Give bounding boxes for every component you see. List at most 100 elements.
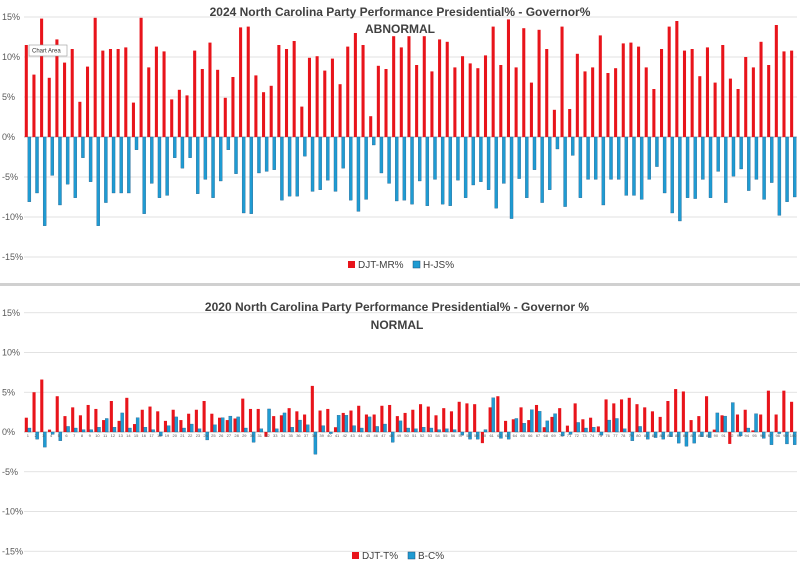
bar-djt-t-[interactable] bbox=[573, 403, 577, 432]
bar-djt-mr-[interactable] bbox=[24, 45, 28, 137]
bar-djt-mr-[interactable] bbox=[422, 36, 426, 138]
bar-djt-mr-[interactable] bbox=[193, 50, 197, 137]
bar-b-c-[interactable] bbox=[360, 427, 364, 433]
bar-h-js-[interactable] bbox=[479, 136, 483, 182]
bar-h-js-[interactable] bbox=[295, 136, 299, 197]
bar-djt-t-[interactable] bbox=[488, 407, 492, 432]
bar-djt-t-[interactable] bbox=[380, 405, 384, 432]
bar-b-c-[interactable] bbox=[174, 416, 178, 433]
bar-b-c-[interactable] bbox=[677, 431, 681, 444]
legend-2024[interactable]: DJT-MR% H-JS% bbox=[348, 260, 454, 271]
bar-djt-t-[interactable] bbox=[658, 416, 662, 432]
bar-h-js-[interactable] bbox=[525, 136, 529, 198]
bars-2024[interactable] bbox=[24, 17, 797, 226]
bar-b-c-[interactable] bbox=[514, 418, 519, 433]
bar-djt-t-[interactable] bbox=[225, 420, 229, 432]
bar-h-js-[interactable] bbox=[150, 136, 154, 184]
bar-djt-t-[interactable] bbox=[705, 396, 709, 432]
bar-b-c-[interactable] bbox=[707, 431, 712, 438]
bar-h-js-[interactable] bbox=[196, 136, 200, 194]
bar-b-c-[interactable] bbox=[414, 428, 418, 433]
bar-djt-mr-[interactable] bbox=[575, 53, 579, 137]
bar-djt-mr-[interactable] bbox=[330, 58, 334, 137]
bar-djt-t-[interactable] bbox=[156, 411, 160, 432]
bar-djt-mr-[interactable] bbox=[300, 106, 304, 137]
bar-h-js-[interactable] bbox=[594, 136, 598, 180]
bars-2020[interactable] bbox=[24, 379, 797, 455]
bar-djt-t-[interactable] bbox=[248, 408, 253, 432]
bar-djt-mr-[interactable] bbox=[216, 69, 220, 137]
bar-b-c-[interactable] bbox=[738, 431, 743, 437]
bar-djt-t-[interactable] bbox=[434, 415, 438, 432]
bar-b-c-[interactable] bbox=[259, 428, 264, 433]
bar-djt-t-[interactable] bbox=[218, 417, 222, 432]
bar-djt-mr-[interactable] bbox=[338, 84, 342, 137]
bar-djt-mr-[interactable] bbox=[790, 50, 794, 137]
bar-djt-t-[interactable] bbox=[728, 432, 732, 444]
bar-djt-mr-[interactable] bbox=[315, 56, 319, 138]
bar-b-c-[interactable] bbox=[452, 429, 457, 433]
bar-b-c-[interactable] bbox=[592, 427, 596, 433]
bar-djt-mr-[interactable] bbox=[231, 77, 235, 137]
bar-h-js-[interactable] bbox=[203, 136, 208, 180]
bar-djt-mr-[interactable] bbox=[614, 68, 618, 137]
bar-djt-mr-[interactable] bbox=[522, 28, 526, 138]
bar-h-js-[interactable] bbox=[624, 136, 629, 196]
bar-djt-t-[interactable] bbox=[318, 410, 322, 432]
bar-b-c-[interactable] bbox=[182, 427, 186, 433]
bar-djt-mr-[interactable] bbox=[208, 42, 212, 137]
bar-djt-t-[interactable] bbox=[163, 420, 168, 432]
bar-djt-mr-[interactable] bbox=[430, 71, 434, 137]
bar-b-c-[interactable] bbox=[638, 426, 642, 433]
bar-djt-t-[interactable] bbox=[612, 403, 616, 432]
bar-b-c-[interactable] bbox=[437, 429, 441, 433]
bar-b-c-[interactable] bbox=[607, 419, 611, 433]
bar-b-c-[interactable] bbox=[406, 427, 410, 433]
bar-b-c-[interactable] bbox=[43, 431, 47, 448]
bar-djt-t-[interactable] bbox=[426, 406, 430, 432]
bar-djt-t-[interactable] bbox=[565, 425, 569, 432]
bar-h-js-[interactable] bbox=[785, 136, 789, 202]
bar-h-js-[interactable] bbox=[532, 136, 537, 170]
bar-djt-t-[interactable] bbox=[272, 416, 276, 432]
bar-djt-mr-[interactable] bbox=[85, 66, 90, 137]
bar-b-c-[interactable] bbox=[792, 431, 797, 445]
bar-djt-t-[interactable] bbox=[465, 403, 469, 432]
legend-2020[interactable]: DJT-T% B-C% bbox=[352, 551, 444, 562]
bar-h-js-[interactable] bbox=[678, 136, 682, 222]
bar-h-js-[interactable] bbox=[119, 136, 123, 194]
bar-h-js-[interactable] bbox=[632, 136, 636, 196]
bar-b-c-[interactable] bbox=[344, 415, 349, 433]
bar-djt-mr-[interactable] bbox=[246, 26, 250, 138]
bar-h-js-[interactable] bbox=[701, 136, 705, 180]
bar-b-c-[interactable] bbox=[700, 431, 704, 437]
bar-h-js-[interactable] bbox=[188, 136, 192, 158]
bar-b-c-[interactable] bbox=[105, 418, 109, 433]
bar-djt-mr-[interactable] bbox=[392, 36, 396, 138]
bar-h-js-[interactable] bbox=[127, 136, 131, 194]
bar-b-c-[interactable] bbox=[630, 431, 635, 441]
bar-djt-mr-[interactable] bbox=[177, 89, 181, 137]
bar-b-c-[interactable] bbox=[305, 424, 310, 433]
bar-djt-mr-[interactable] bbox=[185, 95, 189, 137]
bar-b-c-[interactable] bbox=[205, 431, 209, 441]
bar-h-js-[interactable] bbox=[440, 136, 445, 205]
bar-b-c-[interactable] bbox=[97, 427, 101, 433]
bar-h-js-[interactable] bbox=[333, 136, 338, 192]
bar-djt-mr-[interactable] bbox=[93, 17, 97, 137]
bar-b-c-[interactable] bbox=[135, 417, 140, 433]
bar-b-c-[interactable] bbox=[483, 429, 488, 433]
bar-djt-t-[interactable] bbox=[519, 407, 523, 432]
bar-djt-mr-[interactable] bbox=[254, 75, 258, 137]
bar-h-js-[interactable] bbox=[463, 136, 468, 198]
bar-b-c-[interactable] bbox=[112, 427, 117, 433]
bar-djt-mr-[interactable] bbox=[529, 82, 533, 137]
bar-djt-mr-[interactable] bbox=[70, 49, 74, 137]
bar-djt-mr-[interactable] bbox=[262, 92, 266, 137]
bar-djt-t-[interactable] bbox=[403, 412, 407, 432]
bar-h-js-[interactable] bbox=[219, 136, 223, 182]
bar-h-js-[interactable] bbox=[241, 136, 246, 214]
bar-h-js-[interactable] bbox=[395, 136, 399, 202]
bar-h-js-[interactable] bbox=[42, 136, 47, 226]
bar-djt-t-[interactable] bbox=[689, 420, 693, 432]
